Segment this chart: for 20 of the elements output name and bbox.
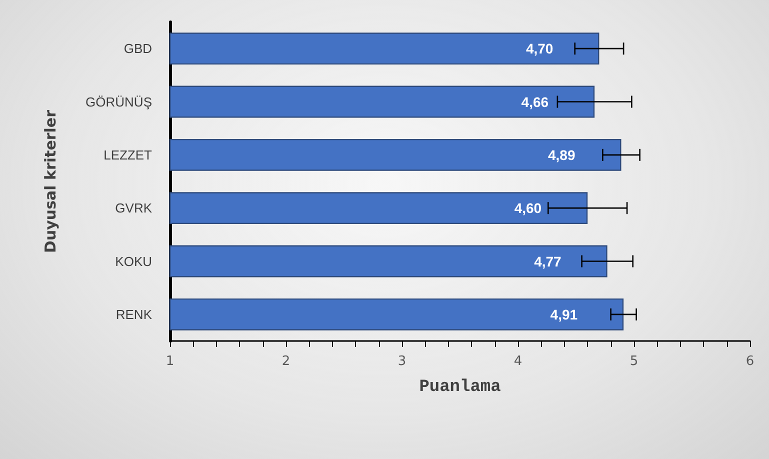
data-label: 4,91 <box>550 306 578 322</box>
y-tick-label: GVRK <box>115 200 152 216</box>
x-tick-label: 2 <box>282 354 290 369</box>
data-label: 4,70 <box>526 40 554 57</box>
data-label: 4,60 <box>514 200 542 216</box>
data-label: 4,89 <box>548 146 576 163</box>
x-tick-label: 4 <box>514 354 522 369</box>
x-axis-title: Puanlama <box>419 378 501 397</box>
y-tick-label: KOKU <box>115 254 152 269</box>
y-tick-label: RENK <box>116 306 152 322</box>
x-tick-label: 1 <box>166 354 174 369</box>
x-tick-label: 6 <box>746 354 754 369</box>
x-tick-label: 3 <box>398 354 406 369</box>
y-axis-title: Duyusal kriterler <box>42 109 60 253</box>
data-label: 4,66 <box>521 94 549 110</box>
y-tick-label: GÖRÜNÜŞ <box>86 94 152 110</box>
y-tick-label: GBD <box>124 41 152 56</box>
x-tick-label: 5 <box>630 354 638 369</box>
data-label: 4,77 <box>534 253 562 270</box>
y-tick-label: LEZZET <box>104 147 152 162</box>
